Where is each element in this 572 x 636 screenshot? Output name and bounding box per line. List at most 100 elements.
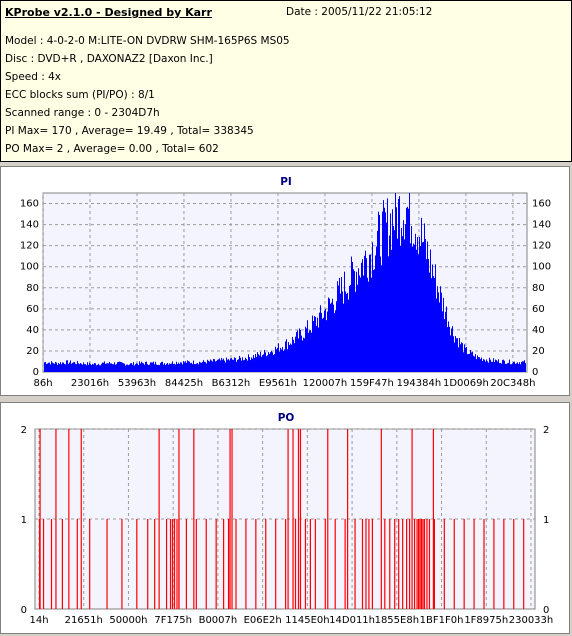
pi-bar [355, 291, 356, 372]
pi-bar [473, 355, 474, 372]
pi-bar [131, 363, 132, 372]
pi-bar [108, 363, 109, 372]
po-bar [265, 519, 267, 609]
pi-bar [442, 311, 443, 372]
pi-bar [297, 330, 298, 372]
po-x-tick: 7F175h [154, 615, 192, 626]
pi-bar [455, 336, 456, 372]
pi-bar [305, 326, 306, 372]
pi-x-tick: 84425h [165, 378, 203, 389]
pi-bar [389, 235, 390, 372]
pi-bar [71, 363, 72, 372]
pi-bar [461, 342, 462, 372]
po-x-tick: 1145E0h [285, 615, 329, 626]
pi-y-tick-right: 40 [532, 325, 545, 336]
pi-bar [186, 362, 187, 372]
pi-bar [72, 362, 73, 372]
pi-bar [251, 357, 252, 372]
po-x-tick: 1F8975h [464, 615, 508, 626]
pi-bar [193, 360, 194, 372]
pi-bar [504, 360, 505, 372]
pi-y-tick-left: 60 [26, 304, 39, 315]
pi-bar [486, 359, 487, 372]
pi-bar [351, 256, 352, 372]
po-bar [245, 519, 247, 609]
po-bar [523, 519, 525, 609]
po-bar [154, 519, 156, 609]
pi-bar [110, 363, 111, 372]
pi-bar [329, 298, 330, 372]
pi-bar [95, 363, 96, 372]
po-bar [406, 519, 408, 609]
pi-bar [417, 237, 418, 372]
po-bar [411, 429, 413, 609]
pi-bar [253, 355, 254, 372]
pi-bar [279, 351, 280, 372]
pi-x-tick: 194384h [397, 378, 442, 389]
pi-bar [48, 362, 49, 372]
pi-y-tick-left: 140 [20, 220, 39, 231]
pi-bar [343, 303, 344, 372]
pi-bar [79, 364, 80, 372]
po-bar [443, 519, 445, 609]
pi-bar [457, 338, 458, 372]
pi-bar [169, 363, 170, 372]
pi-bar [267, 355, 268, 372]
range-line: Scanned range : 0 - 2304D7h [5, 107, 160, 119]
pi-x-tick: 23016h [71, 378, 109, 389]
pi-bar [401, 227, 402, 372]
pi-bar [88, 364, 89, 372]
pi-bar [161, 361, 162, 372]
pi-bar [434, 278, 435, 372]
pi-bar [55, 361, 56, 372]
pi-bar [150, 362, 151, 372]
pi-bar [89, 362, 90, 372]
pi-bar [333, 304, 334, 372]
po-bar [420, 519, 423, 609]
pi-bar [450, 335, 451, 372]
pi-bar [263, 354, 264, 372]
pi-bar [243, 360, 244, 372]
pi-bar [94, 363, 95, 372]
pi-bar [101, 363, 102, 372]
pi-bar [519, 362, 520, 372]
pi-bar [488, 362, 489, 372]
po-bar [275, 519, 277, 609]
pi-bar [240, 357, 241, 372]
pi-chart-panel: PI 0 0 20 20 40 40 60 60 80 80 100 100 120 120 140 140 1… [0, 166, 570, 396]
pi-bar [378, 211, 379, 372]
pi-bar [385, 212, 386, 372]
pi-bar [195, 364, 196, 372]
pi-bar [289, 345, 290, 372]
pi-y-tick-right: 20 [532, 346, 545, 357]
po-x-tick: B0007h [199, 615, 238, 626]
pi-bar [231, 358, 232, 372]
pi-bar [510, 364, 511, 372]
pi-bar [478, 357, 479, 372]
pi-bar [232, 359, 233, 372]
pi-bar [194, 364, 195, 372]
pi-bar [309, 330, 310, 372]
po-bar [255, 519, 257, 609]
pi-bar [62, 362, 63, 372]
pi-bar [63, 362, 64, 372]
po-bar [422, 519, 424, 609]
pi-bar [168, 364, 169, 372]
pi-bar [60, 362, 61, 372]
pi-bar [332, 298, 333, 372]
pi-bar [143, 363, 144, 372]
pi-bar [242, 357, 243, 372]
pi-bar [511, 364, 512, 372]
po-bar [309, 519, 311, 609]
pi-bar [107, 363, 108, 372]
pi-bar [276, 349, 277, 372]
pi-bar [144, 364, 145, 372]
pi-bar [182, 364, 183, 372]
pi-bar [517, 362, 518, 372]
pi-bar [426, 259, 427, 372]
pi-bar [44, 362, 45, 372]
pi-bar [371, 277, 372, 372]
po-bar [334, 519, 336, 609]
pi-bar [381, 265, 382, 372]
pi-bar [282, 347, 283, 372]
